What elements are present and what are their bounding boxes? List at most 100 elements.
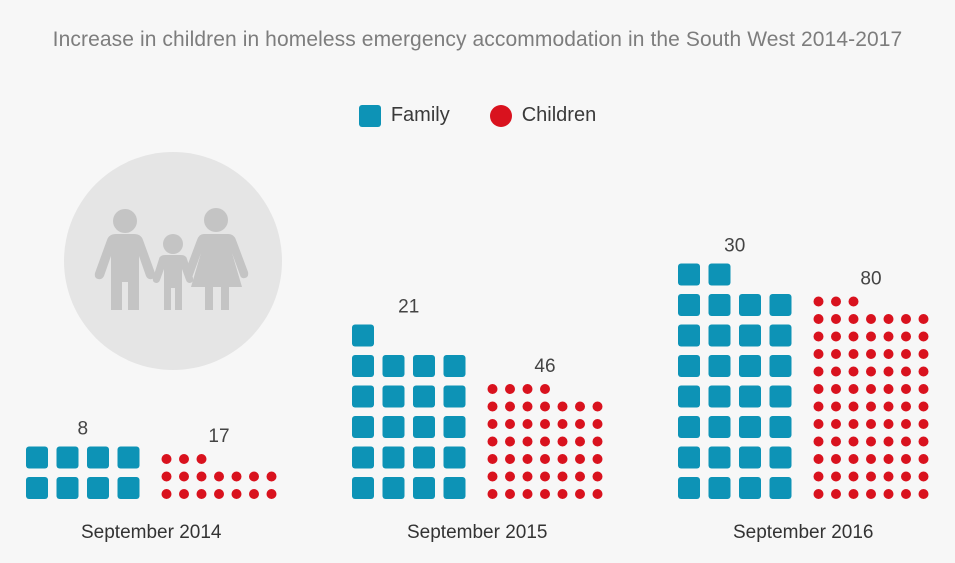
children-dot [831, 436, 841, 447]
children-dot [901, 366, 911, 377]
children-dot [883, 349, 894, 359]
children-dot [883, 454, 894, 464]
children-dot [848, 489, 859, 499]
family-square [769, 355, 792, 377]
children-dot [575, 419, 585, 429]
children-dot [196, 489, 207, 499]
children-dot [522, 471, 533, 482]
family-square [26, 446, 48, 469]
children-dot [522, 384, 533, 394]
category-label: September 2015 [407, 522, 548, 543]
children-dot [505, 454, 515, 464]
children-dot [161, 489, 172, 499]
children-dot [848, 401, 859, 412]
children-dot [918, 384, 929, 394]
family-square [769, 477, 792, 499]
children-dot [918, 401, 929, 412]
children-dot [505, 436, 515, 447]
children-dot [883, 384, 894, 394]
legend-item-children: Children [489, 104, 597, 127]
family-square [352, 446, 374, 469]
family-square [382, 385, 405, 408]
children-dot [901, 314, 911, 324]
children-dot [813, 296, 824, 307]
children-dot [883, 419, 894, 429]
children-dot [831, 454, 841, 464]
children-dot [540, 436, 550, 447]
children-dot [557, 401, 568, 412]
children-dot [575, 471, 585, 482]
children-dot [522, 401, 533, 412]
children-dot [918, 454, 929, 464]
children-dot [813, 436, 824, 447]
children-dot [505, 489, 515, 499]
children-dot [848, 331, 859, 342]
family-square [413, 355, 435, 377]
family-square [678, 294, 700, 316]
children-dot [866, 366, 876, 377]
legend-swatch-children [489, 104, 512, 127]
children-dot [848, 454, 859, 464]
children-dot [813, 454, 824, 464]
family-square [678, 324, 700, 347]
children-dot [866, 384, 876, 394]
family-value-label: 21 [398, 297, 419, 318]
children-dot [918, 471, 929, 482]
children-dot [883, 489, 894, 499]
children-dot [196, 454, 207, 464]
children-dot [883, 314, 894, 324]
children-dot [831, 471, 841, 482]
family-square [678, 477, 700, 499]
legend-label-children: Children [521, 104, 597, 126]
children-dot [813, 331, 824, 342]
legend-label-family: Family [390, 104, 450, 126]
children-value-label: 17 [208, 426, 229, 447]
family-square [413, 385, 435, 408]
family-square [708, 416, 731, 438]
children-dot [557, 419, 568, 429]
children-value-label: 80 [860, 269, 881, 290]
children-dot [522, 489, 533, 499]
children-dot [179, 454, 189, 464]
children-dot [901, 454, 911, 464]
children-dot [592, 471, 603, 482]
children-dot [831, 489, 841, 499]
children-dot [901, 384, 911, 394]
children-dot [918, 349, 929, 359]
children-dot [901, 489, 911, 499]
children-dot [831, 419, 841, 429]
children-dot [505, 384, 515, 394]
children-dot [866, 314, 876, 324]
family-square [87, 446, 109, 469]
family-square [708, 385, 731, 408]
children-dot [487, 384, 498, 394]
children-dot [813, 349, 824, 359]
children-dot [848, 349, 859, 359]
children-dot [848, 366, 859, 377]
children-dot [813, 366, 824, 377]
children-dot [522, 454, 533, 464]
children-dot [592, 436, 603, 447]
children-dot [813, 314, 824, 324]
legend: Family Children [0, 104, 955, 127]
children-dot [592, 454, 603, 464]
children-dot [196, 471, 207, 482]
family-square [739, 446, 761, 469]
children-dot [848, 296, 859, 307]
children-dot [883, 366, 894, 377]
family-square [352, 416, 374, 438]
children-dot [901, 471, 911, 482]
children-dot [575, 401, 585, 412]
children-dot [901, 331, 911, 342]
children-dot [575, 454, 585, 464]
family-square [87, 477, 109, 499]
family-square [382, 355, 405, 377]
children-dot [214, 489, 224, 499]
family-square [117, 477, 140, 499]
children-dot [487, 471, 498, 482]
family-square [739, 294, 761, 316]
children-dot [557, 436, 568, 447]
category-label: September 2014 [81, 522, 222, 543]
children-dot [866, 489, 876, 499]
children-dot [557, 454, 568, 464]
